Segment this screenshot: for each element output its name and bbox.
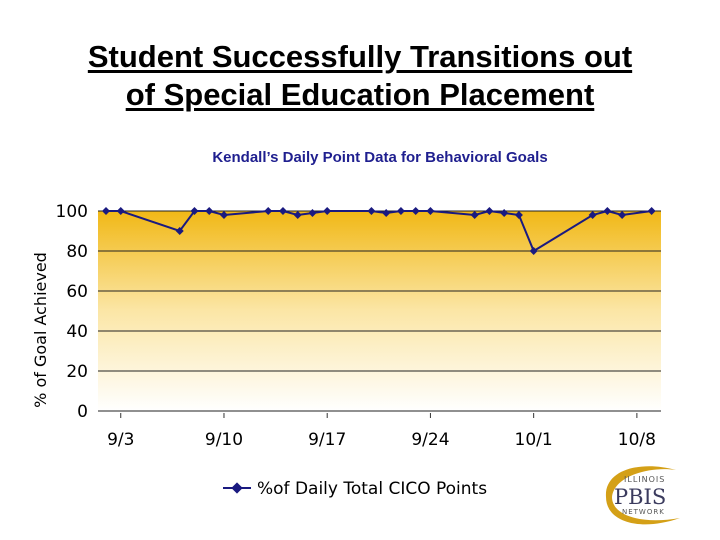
data-point xyxy=(647,207,656,215)
slide-title: Student Successfully Transitions out of … xyxy=(0,38,720,114)
data-point xyxy=(396,207,405,215)
series-layer xyxy=(102,207,656,255)
data-point xyxy=(278,207,287,215)
x-tick-label: 10/1 xyxy=(515,430,553,450)
y-tick-label: 80 xyxy=(66,242,88,262)
data-point xyxy=(426,207,435,215)
data-point xyxy=(485,207,494,215)
x-tick-label: 9/3 xyxy=(107,430,134,450)
chart-title: Kendall’s Daily Point Data for Behaviora… xyxy=(212,149,548,166)
data-point xyxy=(190,207,199,215)
data-point xyxy=(264,207,273,215)
logo-bottom-text: NETWORK xyxy=(622,508,665,516)
slide-title-line-2: of Special Education Placement xyxy=(125,77,595,112)
x-tick-label: 9/17 xyxy=(308,430,346,450)
data-point xyxy=(411,207,420,215)
data-point xyxy=(529,247,538,255)
y-axis-label: % of Goal Achieved xyxy=(31,252,50,408)
legend-label: %of Daily Total CICO Points xyxy=(257,479,487,499)
legend: %of Daily Total CICO Points xyxy=(223,479,487,499)
data-point xyxy=(618,211,627,219)
x-tick-label: 9/24 xyxy=(411,430,449,450)
data-point xyxy=(308,209,317,217)
data-point xyxy=(116,207,125,215)
data-point xyxy=(588,211,597,219)
data-point xyxy=(470,211,479,219)
data-point xyxy=(175,227,184,235)
y-tick-label: 60 xyxy=(66,282,88,302)
y-tick-label: 100 xyxy=(56,202,88,222)
y-tick-label: 0 xyxy=(77,402,88,422)
illinois-pbis-logo: ILLINOIS PBIS NETWORK xyxy=(605,466,680,525)
data-point xyxy=(382,209,391,217)
x-tick-label: 9/10 xyxy=(205,430,243,450)
slide-title-line-1: Student Successfully Transitions out xyxy=(87,39,633,74)
data-point xyxy=(514,211,523,219)
data-point xyxy=(293,211,302,219)
data-point xyxy=(219,211,228,219)
x-tick-label: 10/8 xyxy=(618,430,656,450)
logo-top-text: ILLINOIS xyxy=(624,475,665,484)
plot-area xyxy=(98,211,661,411)
data-point xyxy=(500,209,509,217)
y-tick-label: 20 xyxy=(66,362,88,382)
logo-main-text: PBIS xyxy=(614,485,666,509)
data-point xyxy=(102,207,110,215)
y-tick-label: 40 xyxy=(66,322,88,342)
data-point xyxy=(367,207,376,215)
axis-layer: 0 20 40 60 80 100 9/3 9/10 9/17 9/24 10/1 10/8 xyxy=(56,202,656,450)
legend-marker xyxy=(231,482,243,494)
data-point xyxy=(323,207,332,215)
data-point xyxy=(205,207,214,215)
data-point xyxy=(603,207,612,215)
